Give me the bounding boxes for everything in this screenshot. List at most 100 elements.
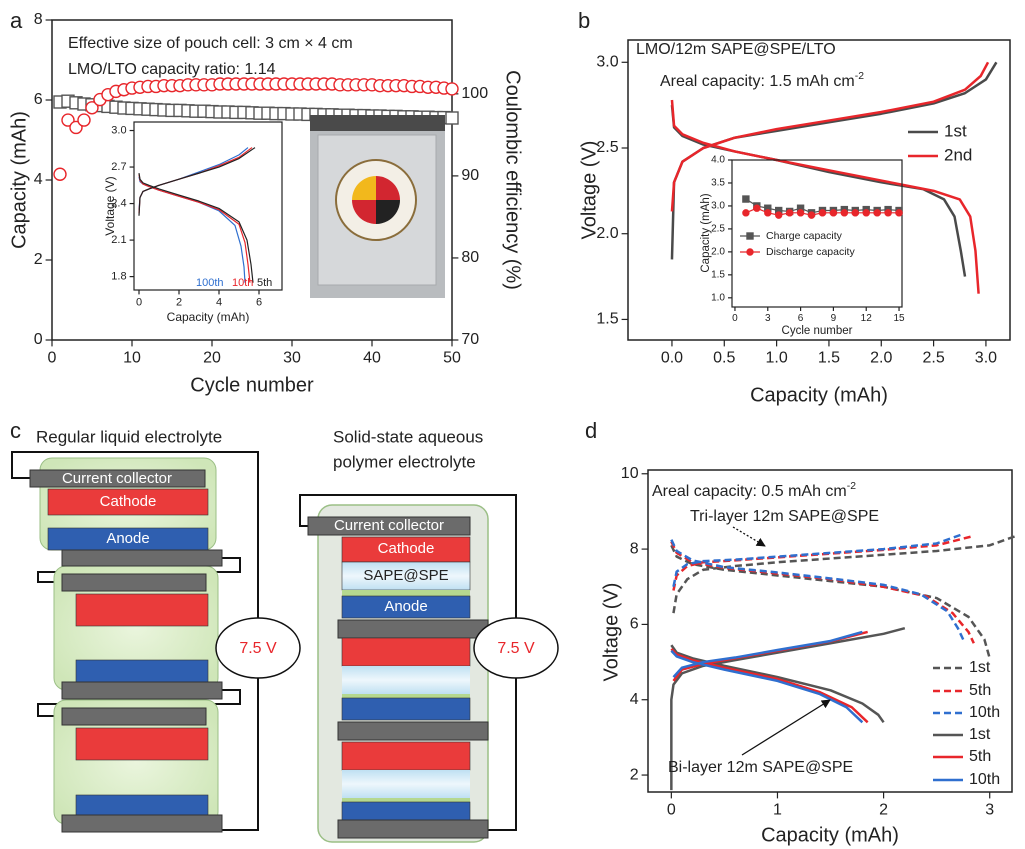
collector [29,469,206,488]
x-tick-label: 40 [363,350,381,367]
y2-axis-title: Coulombic efficiency (%) [502,70,524,290]
legend-label: 100th [196,277,224,289]
marker [764,209,772,217]
series-line [670,532,965,641]
annotation-text: LMO/LTO capacity ratio: 1.14 [68,61,276,78]
anode [75,659,209,683]
x-tick-label: 0.0 [661,350,683,367]
series-line [670,630,864,724]
y-tick-label: 2.0 [711,247,725,258]
x-tick-label: 0 [136,297,142,309]
cathode [341,637,471,667]
y-tick-label: 8 [34,11,43,28]
y-tick-label: 1.0 [711,292,725,303]
y-tick-label: 4 [630,691,639,708]
x-tick-label: 1 [773,802,782,819]
legend-label: 10th [232,277,253,289]
voltage-label: 7.5 V [497,640,535,657]
interlayer [342,694,470,698]
x-tick-label: 3 [765,313,771,324]
y-tick-label: 1.5 [711,269,725,280]
x-tick-label: 2 [176,297,182,309]
y-axis-title: Capacity (mAh) [8,111,30,249]
legend-label: 2nd [944,145,972,164]
collector [337,721,489,741]
annotation: Effective size of pouch cell: 3 cm × 4 c… [68,35,353,52]
x-axis-title: Cycle number [190,374,314,396]
y-tick-label: 4.0 [711,155,725,166]
x-tick-label: 3.0 [975,350,997,367]
y2-tick-label: 100 [461,85,488,102]
voltage-label: 7.5 V [239,640,277,657]
y-tick-label: 3.0 [111,124,126,136]
x-tick-label: 12 [861,313,873,324]
x-axis-title: Capacity (mAh) [167,310,250,324]
annotation: Areal capacity: 1.5 mAh cm-2 [660,71,864,90]
x-tick-label: 6 [798,313,804,324]
cathode [75,727,209,761]
collector [307,516,471,536]
legend-label: Discharge capacity [766,246,855,258]
x-tick-label: 0 [48,350,57,367]
y-tick-label: 6 [630,616,639,633]
collector [337,619,489,639]
cathode-label: Cathode [100,493,157,510]
anode [75,794,209,816]
photo-tab [310,115,445,131]
y-tick-label: 3.0 [596,54,618,71]
annotation-text: LMO/12m SAPE@SPE/LTO [636,41,836,58]
legend-label: 5th [969,682,991,699]
collector [61,814,223,833]
x-tick-label: 1.5 [818,350,840,367]
collector-label: Current collector [334,517,444,534]
marker [807,211,816,219]
marker [742,195,750,203]
marker [746,248,754,256]
x-tick-label: 1.0 [765,350,787,367]
x-tick-label: 3 [985,802,994,819]
panel-label: a [10,8,23,33]
legend-label: Charge capacity [766,230,843,242]
y-tick-label: 1.5 [596,311,618,328]
annotation: Tri-layer 12m SAPE@SPE [690,508,879,525]
legend-label: 1st [944,121,967,140]
annotation-text: Effective size of pouch cell: 3 cm × 4 c… [68,35,353,52]
y-tick-label: 2.0 [596,225,618,242]
x-axis-title: Cycle number [782,325,853,337]
y-tick-label: 2 [630,766,639,783]
x-tick-label: 2 [879,802,888,819]
x-tick-label: 0.5 [713,350,735,367]
x-tick-label: 10 [123,350,141,367]
collector [61,707,207,726]
x-axis-title: Capacity (mAh) [761,824,899,846]
collector [61,681,223,700]
y-tick-label: 2.5 [711,224,725,235]
annotation-text: Areal capacity: 1.5 mAh cm [660,73,855,90]
cathode [341,536,471,563]
x-tick-label: 9 [831,313,837,324]
marker [53,167,67,181]
marker [445,82,459,96]
y-axis-title: Voltage (V) [578,141,600,240]
y2-tick-label: 90 [461,167,479,184]
legend-label: 5th [969,748,991,765]
y-tick-label: 1.8 [111,271,126,283]
x-tick-label: 2.5 [922,350,944,367]
separator [342,770,470,798]
y-tick-label: 2.1 [111,234,126,246]
plot-frame [731,159,903,308]
collector-label: Current collector [62,470,172,487]
y-tick-label: 3.0 [711,201,725,212]
x-tick-label: 2.0 [870,350,892,367]
separator-label: SAPE@SPE [363,567,448,584]
seal-quarter [376,176,400,200]
cathode-label: Cathode [378,540,435,557]
voltage-badge [215,617,301,679]
panel-label: b [578,8,590,33]
y2-tick-label: 80 [461,249,479,266]
legend-label: 10th [969,704,1000,721]
annotation-sup: -2 [847,481,856,492]
y-tick-label: 2.4 [111,197,126,209]
x-tick-label: 6 [256,297,262,309]
